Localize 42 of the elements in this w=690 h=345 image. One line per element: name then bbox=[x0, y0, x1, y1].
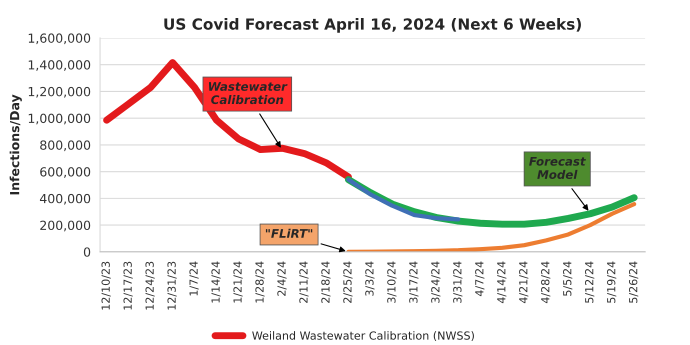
x-tick-label: 3/31/24 bbox=[453, 262, 462, 303]
x-tick-label: 5/5/24 bbox=[563, 262, 572, 296]
y-tick-label: 1,200,000 bbox=[28, 86, 90, 98]
x-tick-label: 12/24/23 bbox=[145, 262, 155, 310]
x-tick-label: 2/11/24 bbox=[299, 262, 309, 303]
x-tick-label: 3/17/24 bbox=[409, 262, 418, 303]
x-tick-label: 1/28/24 bbox=[255, 262, 265, 302]
x-tick-label: 4/21/24 bbox=[519, 262, 528, 304]
y-tick-label: 800,000 bbox=[40, 140, 90, 152]
y-tick-label: 1,000,000 bbox=[28, 114, 90, 124]
x-tick-label: 4/28/24 bbox=[541, 262, 550, 304]
annotation: Wastewater Calibration bbox=[208, 82, 288, 104]
x-tick-label: 1/14/24 bbox=[211, 262, 221, 302]
y-axis-title: Infections/Day bbox=[10, 94, 22, 194]
y-tick-label: 400,000 bbox=[40, 194, 90, 205]
y-tick-label: 1,400,000 bbox=[28, 60, 90, 71]
x-tick-label: 4/14/24 bbox=[497, 262, 506, 304]
legend-label: Weiland Wastewater Calibration (NWSS) bbox=[252, 331, 474, 342]
annotation: "FLiRT" bbox=[266, 228, 312, 238]
x-tick-label: 2/25/24 bbox=[343, 262, 353, 303]
x-tick-label: 3/24/24 bbox=[431, 262, 440, 303]
x-tick-label: 12/17/23 bbox=[123, 262, 133, 310]
x-tick-label: 1/7/24 bbox=[189, 262, 199, 296]
x-tick-label: 5/26/24 bbox=[628, 262, 638, 303]
x-tick-label: 12/10/23 bbox=[101, 262, 111, 310]
annotation: Forecast Model bbox=[529, 157, 586, 179]
x-tick-label: 5/19/24 bbox=[607, 262, 616, 303]
y-tick-label: 600,000 bbox=[40, 167, 90, 178]
chart-title: US Covid Forecast April 16, 2024 (Next 6 Weeks) bbox=[164, 18, 581, 33]
x-tick-label: 2/4/24 bbox=[277, 262, 287, 296]
x-tick-label: 1/21/24 bbox=[233, 262, 243, 302]
x-tick-label: 3/3/24 bbox=[365, 262, 374, 296]
y-tick-label: 0 bbox=[84, 247, 90, 257]
x-tick-label: 12/31/23 bbox=[167, 262, 177, 310]
x-tick-label: 5/12/24 bbox=[585, 262, 594, 303]
y-tick-label: 1,600,000 bbox=[28, 33, 90, 44]
line-series bbox=[346, 178, 460, 222]
line-series bbox=[346, 202, 636, 252]
x-tick-label: 2/18/24 bbox=[321, 262, 331, 303]
y-tick-label: 200,000 bbox=[40, 220, 90, 232]
x-tick-label: 3/10/24 bbox=[387, 262, 396, 303]
x-tick-label: 4/7/24 bbox=[475, 262, 484, 296]
